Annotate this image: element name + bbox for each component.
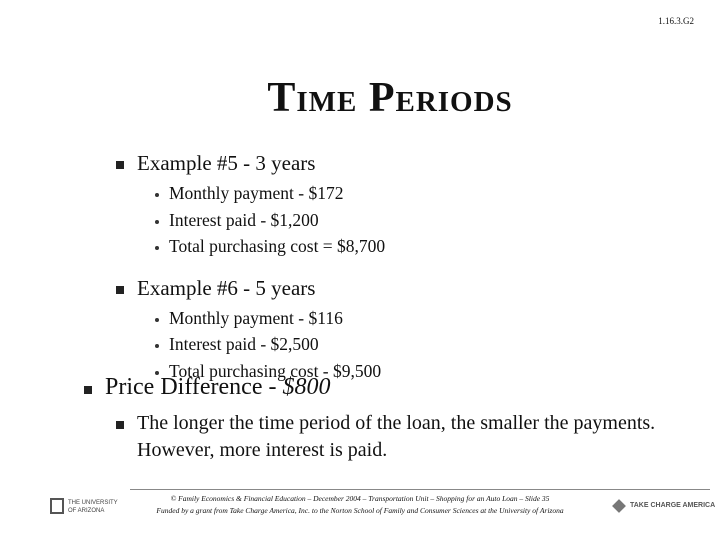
sub-bullet	[155, 219, 159, 224]
sub-bullet	[155, 317, 159, 322]
subitem-text: Total purchasing cost = $8,700	[169, 236, 386, 256]
sub-bullet	[155, 344, 159, 348]
summary: Price Difference - $800	[105, 374, 330, 401]
tca-logo: TAKE CHARGE AMERICA	[630, 502, 716, 509]
slide-title: Time Periods	[267, 75, 513, 121]
sub-bullet	[155, 246, 159, 250]
item-text: Example #6 - 5 years	[137, 275, 316, 300]
summary-note: The longer the time period of the loan, …	[137, 412, 656, 461]
bullet	[116, 285, 124, 294]
sub-bullet	[155, 193, 159, 197]
footer-line: Funded by a grant from Take Charge Ameri…	[156, 506, 564, 515]
subitem-text: Monthly payment - $172	[169, 183, 344, 203]
subitem-text: Interest paid - $1,200	[169, 209, 319, 230]
summary-text: Price Difference -	[105, 374, 277, 400]
subitem-text: Total purchasing cost - $9,500	[169, 360, 382, 381]
sub-bullet	[155, 370, 159, 375]
subitem-text: Interest paid - $2,500	[169, 334, 319, 354]
footer-line: © Family Economics & Financial Education…	[170, 494, 550, 503]
logo-text: THE UNIVERSITY	[68, 500, 118, 506]
bullet	[116, 421, 124, 429]
arizona-emblem	[50, 498, 64, 514]
bullet	[84, 386, 92, 394]
item-text: Example #5 - 3 years	[137, 151, 316, 175]
summary-emphasis: $800	[282, 374, 331, 400]
subitem-text: Monthly payment - $116	[169, 307, 343, 328]
bullet	[116, 161, 124, 169]
logo-text: OF ARIZONA	[68, 508, 105, 514]
slide-code: 1.16.3.G2	[658, 16, 694, 26]
footer-rule	[130, 489, 710, 490]
arizona-logo: THE UNIVERSITY OF ARIZONA	[68, 499, 118, 515]
